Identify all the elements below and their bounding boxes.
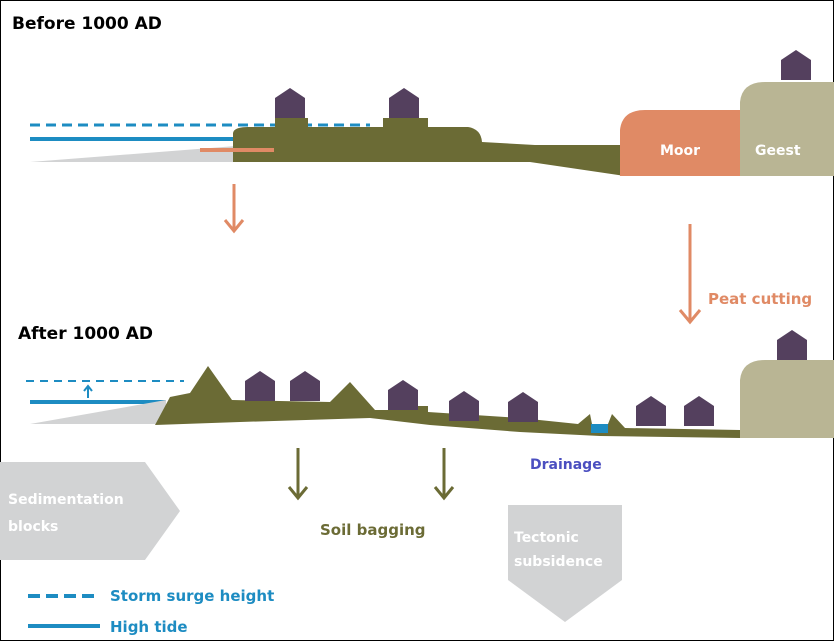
land: [155, 366, 740, 438]
label: Moor: [660, 143, 700, 159]
label: Soil bagging: [320, 521, 426, 539]
label: Sedimentation blocks: [8, 492, 129, 535]
legend-label: Storm surge height: [110, 587, 274, 605]
subsidence-arrow: [508, 505, 622, 622]
label: Geest: [755, 143, 801, 159]
panel-title: After 1000 AD: [18, 324, 153, 344]
geest: [740, 82, 834, 176]
panel-title: Before 1000 AD: [12, 14, 162, 34]
arrow: [287, 448, 455, 501]
geest: [740, 360, 834, 438]
label: Peat cutting: [708, 290, 812, 308]
land: [233, 118, 625, 176]
sedimentation-arrow: [0, 462, 180, 560]
moor: [620, 110, 745, 176]
sea-wedge: [30, 400, 166, 424]
label: Drainage: [530, 457, 602, 473]
rise-arrow: [83, 384, 93, 398]
arrow: [223, 184, 702, 325]
label: Tectonic subsidence: [514, 530, 603, 570]
sea-wedge: [30, 146, 236, 162]
drainage-water: [591, 424, 608, 433]
legend-label: High tide: [110, 618, 188, 636]
